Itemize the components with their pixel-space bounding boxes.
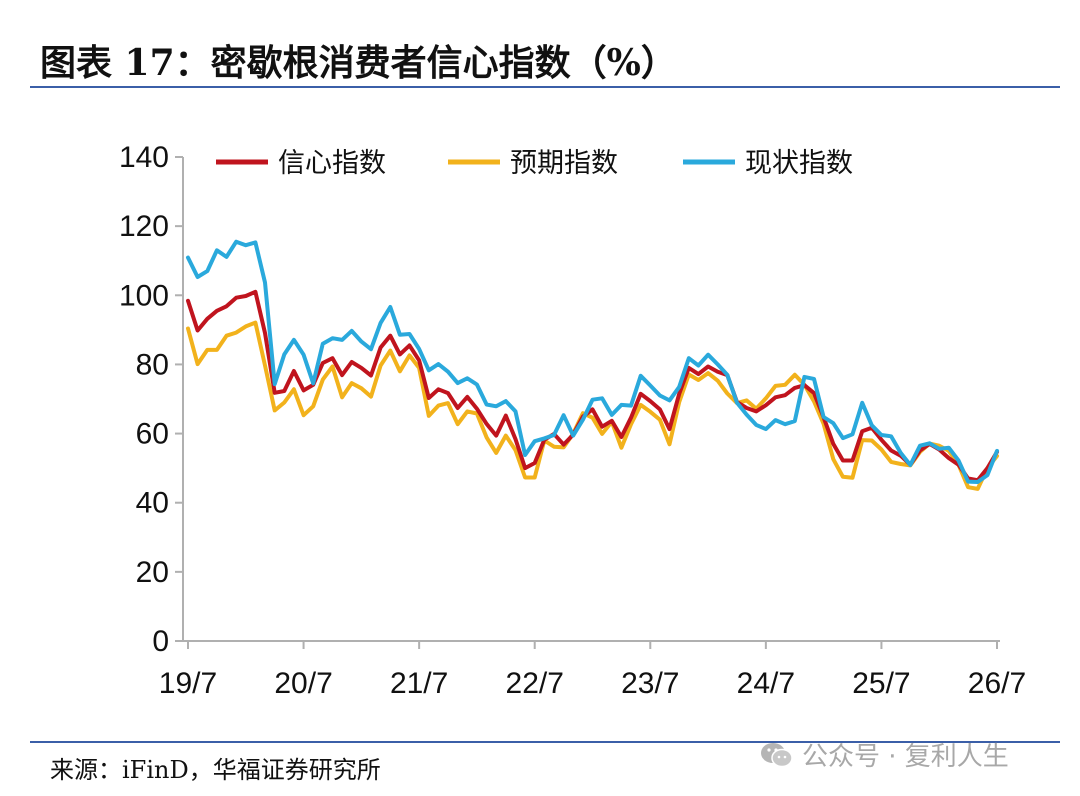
watermark-text: 公众号 · 复利人生 xyxy=(802,742,1009,772)
y-tick-label: 100 xyxy=(119,279,169,312)
series-line-2 xyxy=(186,239,999,484)
title-divider xyxy=(30,86,1060,88)
line-chart: 0 20 40 60 80 100 120 140 19/7 20/7 21/7 22/7 23/7 2… xyxy=(119,141,1026,700)
legend-label: 现状指数 xyxy=(745,148,853,179)
x-axis-ticks: 19/7 20/7 21/7 22/7 23/7 24/7 25/7 26/7 xyxy=(159,641,1026,700)
x-tick-label: 20/7 xyxy=(274,667,332,700)
watermark: 公众号 · 复利人生 xyxy=(760,736,1009,773)
footer-divider xyxy=(30,741,1060,743)
x-tick-label: 22/7 xyxy=(506,667,564,700)
series-lines xyxy=(186,239,999,491)
x-tick-label: 21/7 xyxy=(390,667,448,700)
chart-axes xyxy=(182,157,1000,642)
y-tick-label: 140 xyxy=(119,141,169,174)
x-tick-label: 19/7 xyxy=(159,667,217,700)
x-tick-label: 23/7 xyxy=(621,667,679,700)
x-tick-label: 24/7 xyxy=(737,667,795,700)
y-tick-label: 60 xyxy=(136,418,169,451)
y-tick-label: 20 xyxy=(136,556,169,589)
series-line-1 xyxy=(186,320,999,491)
y-tick-label: 0 xyxy=(152,625,169,658)
legend-label: 信心指数 xyxy=(278,148,386,179)
chart-legend: 信心指数 预期指数 现状指数 xyxy=(216,148,853,179)
x-tick-label: 26/7 xyxy=(968,667,1026,700)
y-tick-label: 80 xyxy=(136,348,169,381)
wechat-icon xyxy=(761,742,793,767)
source-note: 来源：iFinD，华福证券研究所 xyxy=(50,756,381,784)
y-tick-label: 120 xyxy=(119,210,169,243)
series-line-0 xyxy=(186,289,999,483)
y-axis-ticks: 0 20 40 60 80 100 120 140 xyxy=(119,141,183,658)
page-title: 图表 17：密歇根消费者信心指数（%） xyxy=(40,42,677,84)
y-tick-label: 40 xyxy=(136,487,169,520)
x-tick-label: 25/7 xyxy=(852,667,910,700)
legend-label: 预期指数 xyxy=(510,148,618,179)
